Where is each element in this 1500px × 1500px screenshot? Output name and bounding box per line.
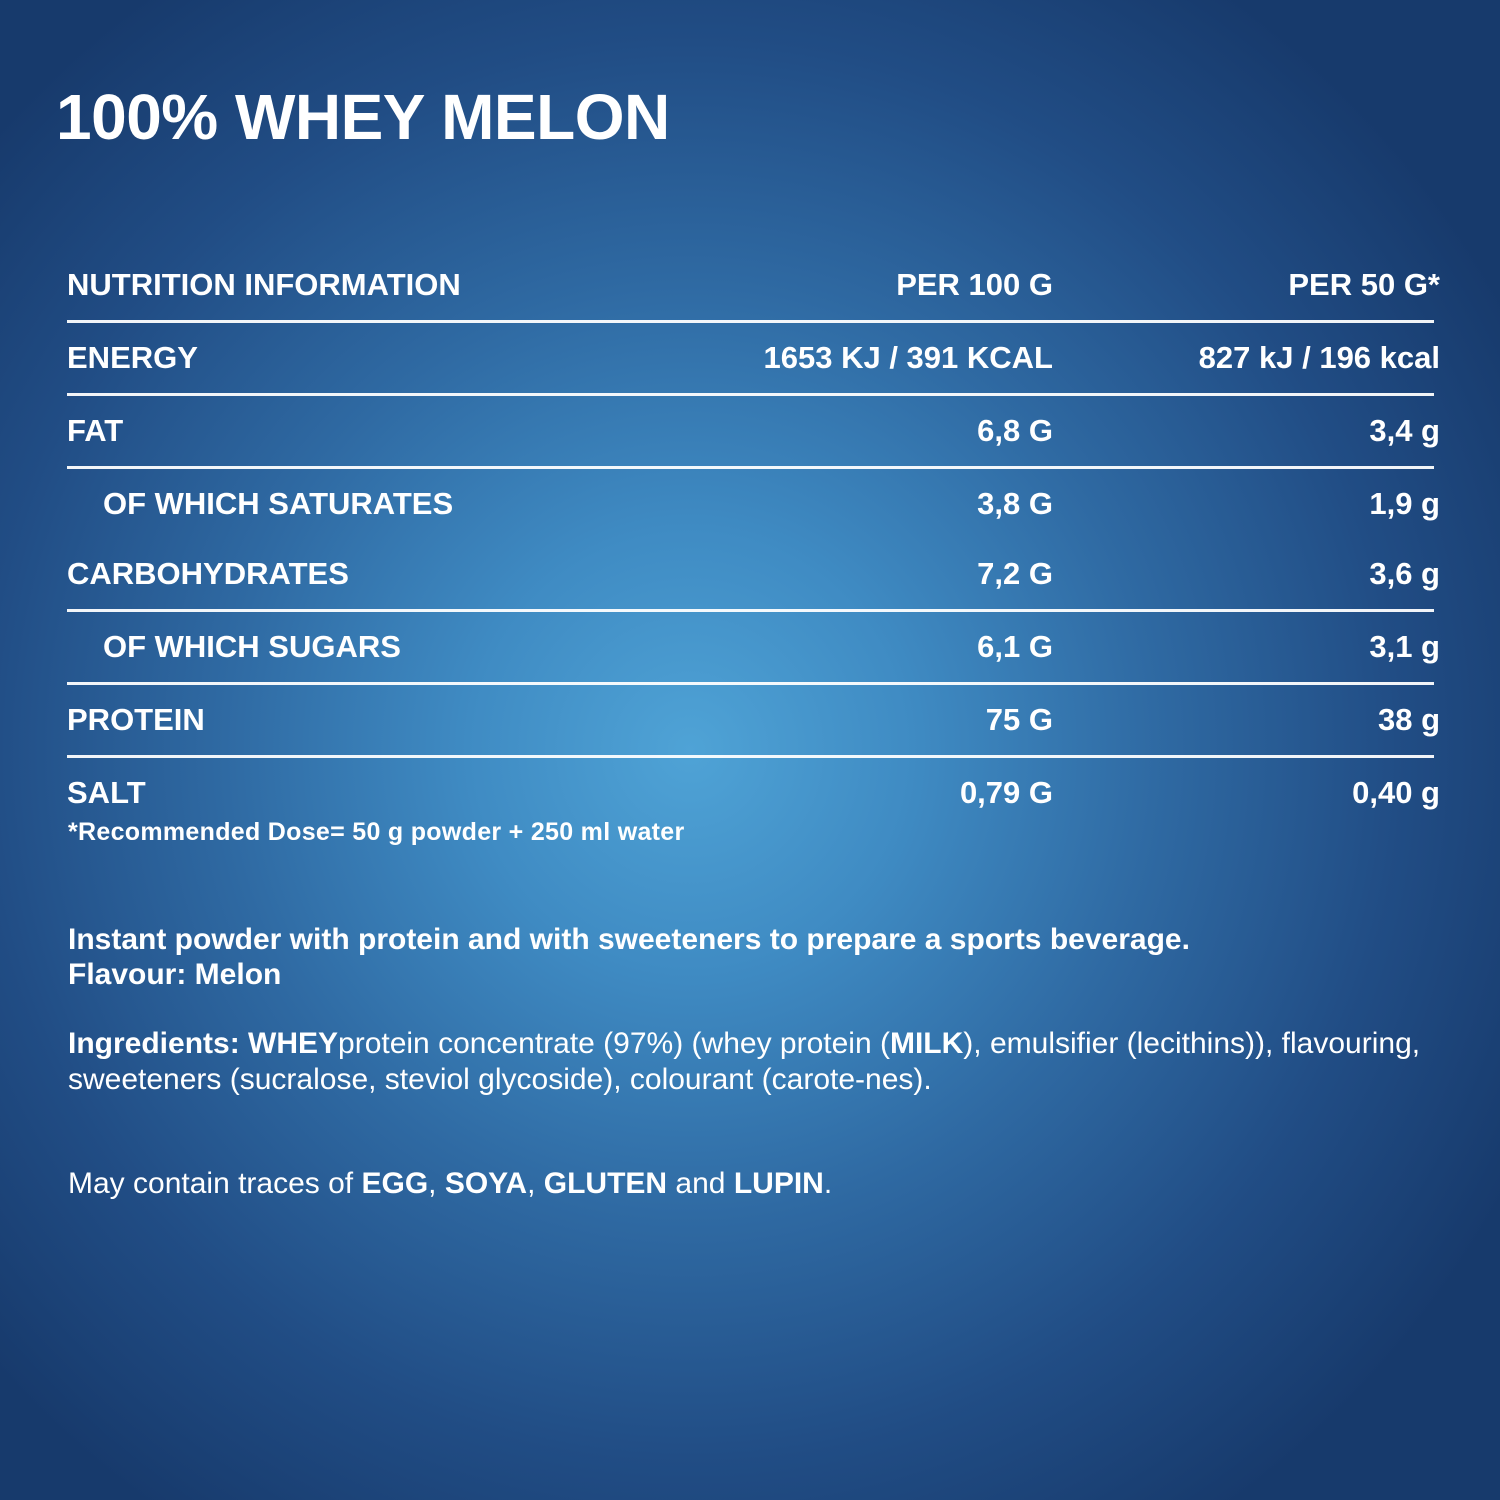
row-energy: ENERGY 1653 KJ / 391 KCAL 827 kJ / 196 k…: [67, 323, 1440, 393]
row-per-50g: 0,40 g: [1352, 775, 1440, 810]
divider: [67, 393, 1434, 396]
description-line: Instant powder with protein and with swe…: [68, 923, 1190, 956]
allergen-whey: WHEY: [248, 1027, 339, 1060]
row-salt: SALT 0,79 G 0,40 g: [67, 758, 1440, 828]
period: .: [823, 1167, 833, 1200]
row-per-100g: 1653 KJ / 391 KCAL: [763, 340, 1053, 375]
allergen-lupin: LUPIN: [733, 1167, 824, 1200]
dose-footnote: *Recommended Dose= 50 g powder + 250 ml …: [68, 818, 685, 846]
separator: ,: [428, 1167, 445, 1200]
header-label: NUTRITION INFORMATION: [67, 267, 461, 302]
row-per-50g: 3,1 g: [1369, 629, 1440, 664]
divider: [67, 682, 1434, 685]
ingredients-part: ), emulsifier (lecithins)), flavouring, …: [68, 1027, 1421, 1096]
row-label: FAT: [67, 413, 124, 448]
row-per-100g: 0,79 G: [959, 775, 1053, 810]
separator: ,: [527, 1167, 544, 1200]
allergen-milk: MILK: [889, 1027, 964, 1060]
divider: [67, 320, 1434, 323]
traces-prefix: May contain traces of: [68, 1167, 362, 1200]
product-title: 100% WHEY MELON: [56, 81, 670, 153]
header-per-100g: PER 100 G: [896, 267, 1053, 302]
allergen-soya: SOYA: [444, 1167, 528, 1200]
row-fat: FAT 6,8 G 3,4 g: [67, 396, 1440, 466]
row-label: OF WHICH SATURATES: [103, 486, 454, 521]
allergen-egg: EGG: [361, 1167, 429, 1200]
row-per-50g: 827 kJ / 196 kcal: [1198, 340, 1440, 375]
row-label: SALT: [67, 775, 146, 810]
ingredients-text: Ingredients: WHEYprotein concentrate (97…: [68, 1026, 1438, 1098]
separator: and: [667, 1167, 734, 1200]
nutrition-table: NUTRITION INFORMATION PER 100 G PER 50 G…: [67, 250, 1440, 828]
flavour-line: Flavour: Melon: [68, 958, 282, 991]
row-sugars: OF WHICH SUGARS 6,1 G 3,1 g: [67, 612, 1440, 682]
row-per-50g: 3,6 g: [1369, 556, 1440, 591]
row-label: CARBOHYDRATES: [67, 556, 349, 591]
row-per-100g: 6,8 G: [977, 413, 1053, 448]
divider: [67, 755, 1434, 758]
row-per-100g: 7,2 G: [977, 556, 1053, 591]
row-per-50g: 3,4 g: [1369, 413, 1440, 448]
row-per-100g: 75 G: [985, 702, 1053, 737]
row-per-50g: 1,9 g: [1369, 486, 1440, 521]
allergen-gluten: GLUTEN: [543, 1167, 668, 1200]
ingredients-part: protein concentrate (97%) (whey protein …: [338, 1027, 890, 1060]
divider: [67, 609, 1434, 612]
row-per-100g: 3,8 G: [977, 486, 1053, 521]
header-per-50g: PER 50 G*: [1288, 267, 1440, 302]
row-label: PROTEIN: [67, 702, 205, 737]
allergen-traces: May contain traces of EGG, SOYA, GLUTEN …: [68, 1166, 1438, 1202]
row-protein: PROTEIN 75 G 38 g: [67, 685, 1440, 755]
row-per-50g: 38 g: [1377, 702, 1440, 737]
row-label: ENERGY: [67, 340, 198, 375]
divider: [67, 466, 1434, 469]
ingredients-heading: Ingredients:: [68, 1027, 249, 1060]
row-label: OF WHICH SUGARS: [103, 629, 401, 664]
row-carbohydrates: CARBOHYDRATES 7,2 G 3,6 g: [67, 539, 1440, 609]
row-saturates: OF WHICH SATURATES 3,8 G 1,9 g: [67, 469, 1440, 539]
nutrition-header-row: NUTRITION INFORMATION PER 100 G PER 50 G…: [67, 250, 1440, 320]
row-per-100g: 6,1 G: [977, 629, 1053, 664]
product-description: Instant powder with protein and with swe…: [68, 922, 1438, 992]
